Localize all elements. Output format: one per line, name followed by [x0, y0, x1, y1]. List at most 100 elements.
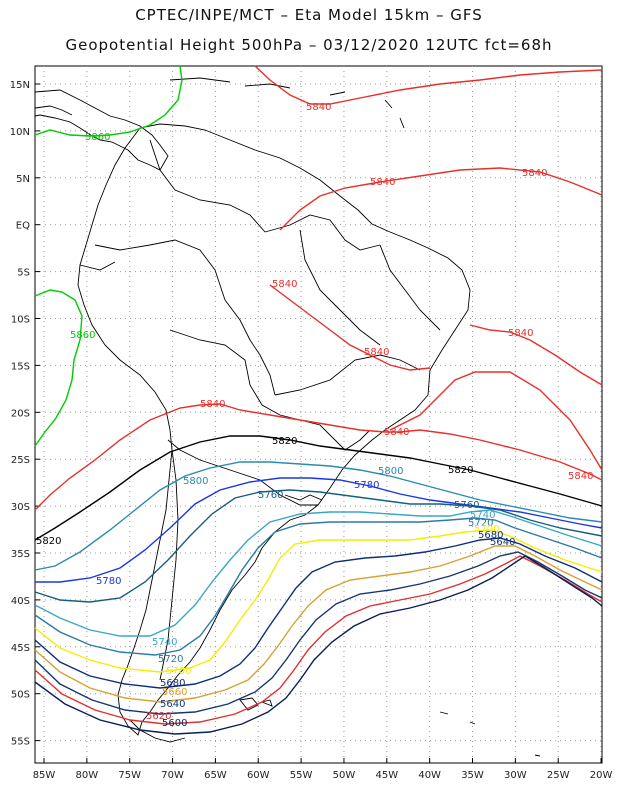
- contour-5820: [34, 435, 603, 541]
- lat-tick-label: 25S: [11, 455, 30, 466]
- label-5740-west: 5740: [152, 637, 177, 648]
- border-brazil-states: [274, 354, 421, 396]
- lon-tick-label: 35W: [461, 770, 484, 781]
- label-5720-west: 5720: [158, 654, 183, 665]
- label-5840-se: 5840: [568, 471, 593, 482]
- label-5620-west: 5620: [146, 711, 171, 722]
- contour-5760: [34, 489, 603, 603]
- label-5840-south: 5840: [384, 427, 409, 438]
- lon-tick-label: 80W: [76, 770, 99, 781]
- lat-tick-label: EQ: [16, 221, 30, 232]
- label-5680-west: 5680: [160, 678, 185, 689]
- label-5840-center: 5840: [364, 347, 389, 358]
- lat-tick-label: 50S: [11, 690, 30, 701]
- label-5780-east: 5780: [354, 480, 379, 491]
- lat-tick-label: 55S: [11, 737, 30, 748]
- central-america-coast: [34, 89, 169, 171]
- map-title-line2: Geopotential Height 500hPa – 03/12/2020 …: [65, 36, 553, 54]
- lat-tick-label: 5S: [17, 268, 30, 279]
- border-brazil-northeast: [379, 244, 441, 331]
- lon-tick-label: 55W: [290, 770, 313, 781]
- label-5840-west: 5840: [200, 399, 225, 410]
- lon-tick-label: 65W: [204, 770, 227, 781]
- lat-tick-label: 35S: [11, 549, 30, 560]
- label-5800-west: 5800: [183, 476, 208, 487]
- contour-5840-north: [254, 65, 603, 105]
- label-5600-west: 5600: [162, 718, 187, 729]
- border-brazil-interior: [299, 229, 381, 346]
- label-5800-east: 5800: [378, 466, 403, 477]
- contour-5840-ne: [469, 324, 603, 386]
- geopotential-contours: [34, 65, 603, 735]
- label-5700-east: 5700: [474, 524, 499, 535]
- longitude-ticks: 85W 80W 75W 70W 65W 60W 55W 50W 45W 40W 35W 30W 25W 2…: [33, 758, 613, 781]
- lat-lon-grid: [35, 66, 602, 763]
- map-title-line1: CPTEC/INPE/MCT – Eta Model 15km – GFS: [135, 6, 483, 24]
- label-5840-east: 5840: [508, 328, 533, 339]
- contour-5600: [34, 555, 603, 735]
- lat-tick-label: 40S: [11, 596, 30, 607]
- border-chile-argentina: [159, 449, 179, 681]
- label-5820-east: 5820: [448, 465, 473, 476]
- label-5820-west: 5820: [36, 536, 61, 547]
- label-5640-west: 5640: [160, 699, 185, 710]
- falkland-islands: [239, 697, 273, 711]
- contour-5860-north: [34, 65, 183, 137]
- border-peru-colombia: [94, 239, 226, 301]
- label-5840-n2: 5840: [370, 177, 395, 188]
- label-5660-west: 5660: [162, 687, 187, 698]
- contour-5800: [34, 461, 603, 571]
- latitude-ticks: 15N 10N 5N EQ 5S 10S 15S 20S 25S 30S 35S 40S 45S 50S 5…: [10, 80, 40, 748]
- contour-5860-west: [34, 289, 83, 447]
- tierra-del-fuego: [129, 719, 186, 743]
- border-ecuador: [79, 261, 116, 271]
- label-5700-west: 5700: [166, 666, 191, 677]
- plot-frame: [34, 65, 603, 764]
- label-5740-east: 5740: [470, 510, 495, 521]
- lat-tick-label: 10N: [10, 127, 30, 138]
- lon-tick-label: 85W: [33, 770, 56, 781]
- lat-tick-label: 20S: [11, 408, 30, 419]
- lat-tick-label: 45S: [11, 643, 30, 654]
- label-5840-inner: 5840: [272, 279, 297, 290]
- lon-tick-label: 40W: [418, 770, 441, 781]
- contour-5720: [34, 517, 603, 656]
- contour-5780: [35, 477, 603, 583]
- contour-5640: [34, 551, 603, 715]
- lon-tick-label: 50W: [333, 770, 356, 781]
- lat-tick-label: 15N: [10, 80, 30, 91]
- lon-tick-label: 70W: [161, 770, 184, 781]
- contour-5840-north2: [279, 167, 603, 231]
- lon-tick-label: 60W: [247, 770, 270, 781]
- contour-5660: [34, 545, 603, 703]
- lon-tick-label: 25W: [547, 770, 570, 781]
- label-5760-west: 5760: [258, 490, 283, 501]
- label-5720-east: 5720: [468, 518, 493, 529]
- central-america-border: [34, 105, 73, 116]
- contour-5700: [34, 529, 603, 673]
- lat-tick-label: 10S: [11, 315, 30, 326]
- lon-tick-label: 30W: [504, 770, 527, 781]
- caribbean-islands: [169, 77, 405, 129]
- lat-tick-label: 30S: [11, 502, 30, 513]
- contour-5840-central: [34, 403, 603, 511]
- label-5760-east: 5760: [454, 500, 479, 511]
- lat-tick-label: 15S: [11, 361, 30, 372]
- lat-tick-label: 5N: [16, 174, 30, 185]
- lon-tick-label: 75W: [118, 770, 141, 781]
- label-5780-west: 5780: [96, 576, 121, 587]
- contour-5840-inner: [269, 284, 431, 371]
- lon-tick-label: 45W: [375, 770, 398, 781]
- lon-tick-label: 20W: [590, 770, 613, 781]
- south-america-coast: [77, 123, 471, 736]
- contour-5680: [34, 537, 603, 689]
- coastlines-borders: [34, 77, 541, 757]
- label-5840-north: 5840: [306, 102, 331, 113]
- label-5680-east: 5680: [478, 530, 503, 541]
- border-peru-brazil: [224, 299, 276, 396]
- label-5860-north: 5860: [85, 132, 110, 143]
- contour-labels: 5860 5860 5840 5840 5840 5840 5840 5840 …: [36, 102, 593, 729]
- contour-5840-east: [389, 371, 603, 471]
- contour-5740: [34, 509, 603, 637]
- border-argentina-north: [167, 439, 318, 506]
